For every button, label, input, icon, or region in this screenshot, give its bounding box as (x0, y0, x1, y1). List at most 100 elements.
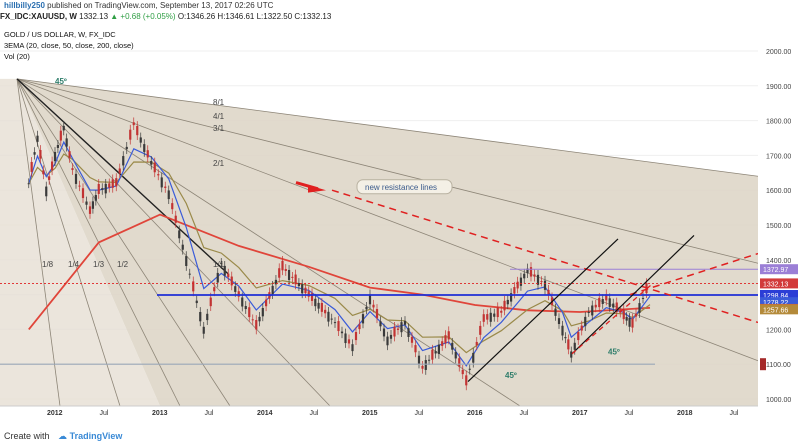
candle-body (59, 130, 62, 141)
gann-fan-line (16, 78, 121, 407)
candle-body (421, 365, 424, 369)
candle-body (389, 334, 393, 339)
y-tick-label: 1900.00 (766, 84, 791, 91)
candle-body (561, 325, 564, 336)
candle-body (496, 307, 499, 318)
candle-body (291, 276, 294, 278)
candle-body (641, 297, 645, 299)
candle-body (424, 360, 427, 370)
candle-body (493, 313, 496, 317)
gann-fan-line (16, 78, 61, 407)
candle-body (631, 318, 634, 328)
candle-body (638, 303, 641, 313)
trend-line-1 (467, 238, 619, 383)
price-label-box (760, 278, 798, 289)
candle-body (94, 195, 97, 201)
candle-body (486, 314, 489, 320)
candle-body (287, 269, 291, 280)
candle-body (570, 351, 573, 358)
candle-body (458, 358, 461, 367)
price-chart[interactable]: 8/1 4/1 3/1 2/1 1/1 1/2 1/3 1/4 1/8 45º 45º 45º new… (0, 23, 800, 426)
fan-label: 8/1 (213, 98, 225, 107)
published-header: hillbilly250 published on TradingView.co… (0, 0, 800, 11)
candle-body (314, 298, 317, 307)
candle-body (111, 179, 114, 188)
candle-body (125, 146, 128, 150)
candle-body (513, 287, 516, 294)
candle-body (53, 151, 57, 162)
gann-fan-line (16, 78, 759, 362)
price-axis[interactable] (758, 23, 800, 406)
candle-body (301, 284, 304, 294)
candle-body (216, 272, 219, 283)
candle-body (598, 297, 601, 308)
candle-body (622, 309, 625, 320)
candle-body (594, 304, 597, 308)
candle-body (414, 345, 417, 353)
candle-body (608, 298, 611, 307)
candle-body (573, 342, 576, 350)
candle-body (45, 186, 48, 197)
candle-body (375, 309, 379, 319)
candle-body (358, 324, 361, 330)
candle-body (447, 331, 450, 340)
candle-body (65, 138, 68, 147)
candle-body (379, 321, 382, 327)
candle-body (500, 310, 503, 313)
candle-body (417, 355, 421, 364)
candle-body (97, 183, 100, 194)
candle-body (129, 129, 132, 140)
price-label: 1257.66 (763, 307, 788, 314)
candle-body (347, 339, 351, 344)
last-price: 1332.13 (79, 12, 109, 21)
candle-body (261, 308, 264, 317)
chart-title: GOLD / US DOLLAR, W, FX_IDC (4, 30, 116, 39)
candle-body (351, 344, 354, 352)
candle-body (304, 287, 307, 294)
candle-body (434, 351, 437, 354)
candle-body (330, 318, 333, 320)
candle-body (178, 230, 181, 239)
candle-body (202, 326, 205, 334)
candle-body (209, 297, 212, 307)
ohlc-close: C:1332.13 (294, 12, 332, 21)
candle-body (115, 178, 118, 187)
candle-body (307, 291, 310, 297)
price-label: 1332.13 (763, 281, 788, 288)
symbol-name[interactable]: FX_IDC:XAUUSD, W (0, 12, 77, 21)
x-tick-label: Jul (415, 410, 424, 417)
x-tick-label: Jul (730, 410, 739, 417)
candle-body (132, 122, 135, 126)
candle-body (30, 161, 33, 172)
y-tick-label: 1600.00 (766, 188, 791, 195)
candle-body (410, 336, 414, 343)
candle-body (382, 328, 386, 337)
candle-body (509, 293, 513, 302)
x-tick-label: 2012 (47, 410, 63, 417)
candle-body (164, 186, 167, 188)
candle-body (74, 173, 78, 184)
y-tick-label: 1200.00 (766, 327, 791, 334)
candle-body (281, 260, 284, 271)
candle-body (101, 188, 104, 190)
candle-body (327, 311, 330, 322)
tradingview-brand[interactable]: TradingView (69, 431, 123, 441)
ohlc-open: O:1346.26 (177, 12, 216, 21)
author-link[interactable]: hillbilly250 (4, 1, 45, 10)
candle-body (431, 349, 434, 360)
candle-body (482, 314, 485, 322)
candle-body (591, 305, 594, 316)
candle-body (284, 268, 287, 271)
callout-text: new resistance lines (365, 183, 437, 192)
candle-body (580, 325, 583, 331)
candle-body (540, 281, 543, 283)
candle-body (62, 125, 65, 131)
x-tick-label: Jul (100, 410, 109, 417)
fan-label: 1/8 (42, 260, 54, 269)
candle-body (50, 161, 54, 171)
candle-body (294, 274, 297, 285)
candle-body (104, 183, 107, 194)
candle-body (475, 341, 478, 346)
candle-body (241, 297, 244, 307)
new-resistance-line-2 (629, 252, 759, 296)
